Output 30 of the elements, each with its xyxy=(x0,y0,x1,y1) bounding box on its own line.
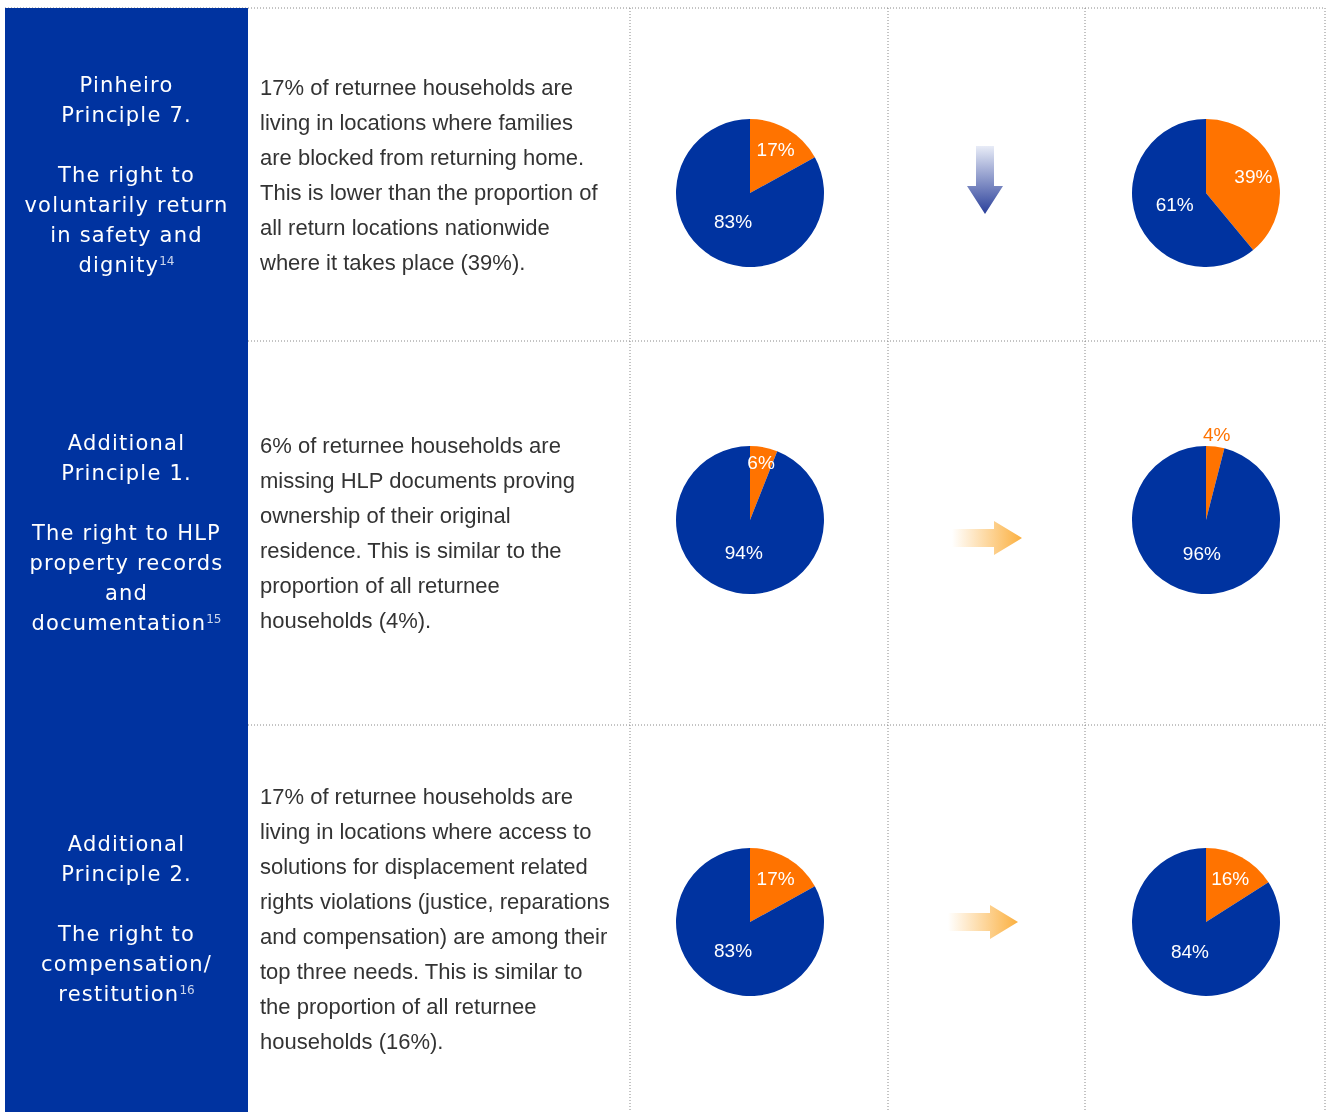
data-label: 17% xyxy=(756,139,795,161)
data-label: 39% xyxy=(1234,165,1273,187)
pie-slice xyxy=(1132,848,1280,996)
text: The right to HLP property records and documentation$^{15}$ xyxy=(29,521,224,635)
text: The right to compensation/ restitution$^{16}$ xyxy=(40,921,213,1006)
data-label: 17% xyxy=(756,868,795,890)
data-label: 61% xyxy=(1155,193,1194,215)
pie-slice xyxy=(1132,446,1280,594)
text: Pinheiro Principle 7. xyxy=(61,72,192,127)
pie-slice xyxy=(1206,848,1269,922)
pie-slice xyxy=(676,119,824,267)
text: 17% of returnee households are living in locations where families are blocked from returning home. This is lower than the proportion of all return locations nationwide where it takes place (39%). xyxy=(259,74,599,275)
pie-slice xyxy=(676,446,824,594)
pie-slice xyxy=(750,119,815,193)
pie-slice xyxy=(1206,446,1225,520)
data-label: 4% xyxy=(1203,424,1231,446)
text: 6% of returnee households are missing HLP documents proving ownership of their original residence. This is similar to the proportion of all returnee households (4%). xyxy=(260,433,576,633)
data-label: 96% xyxy=(1182,542,1221,564)
data-label: 84% xyxy=(1170,940,1210,962)
pie-slice xyxy=(750,848,815,922)
text: The right to voluntarily return in safety and dignity$^{14}$ xyxy=(24,162,229,277)
pie-slice xyxy=(676,848,824,996)
text: 17% of returnee households are living in locations where access to solutions for displacement related rights violations (justice, reparations and compensation) are among their top three needs. This is similar to the proportion of all returnee households (16%). xyxy=(260,783,610,1054)
data-label: 94% xyxy=(724,542,763,564)
text: Additional Principle 1. xyxy=(61,431,192,485)
text: Additional Principle 2. xyxy=(61,831,192,886)
pie-slice xyxy=(1206,119,1280,251)
data-label: 16% xyxy=(1211,867,1250,889)
data-label: 83% xyxy=(714,211,753,233)
data-label: 83% xyxy=(714,940,753,962)
